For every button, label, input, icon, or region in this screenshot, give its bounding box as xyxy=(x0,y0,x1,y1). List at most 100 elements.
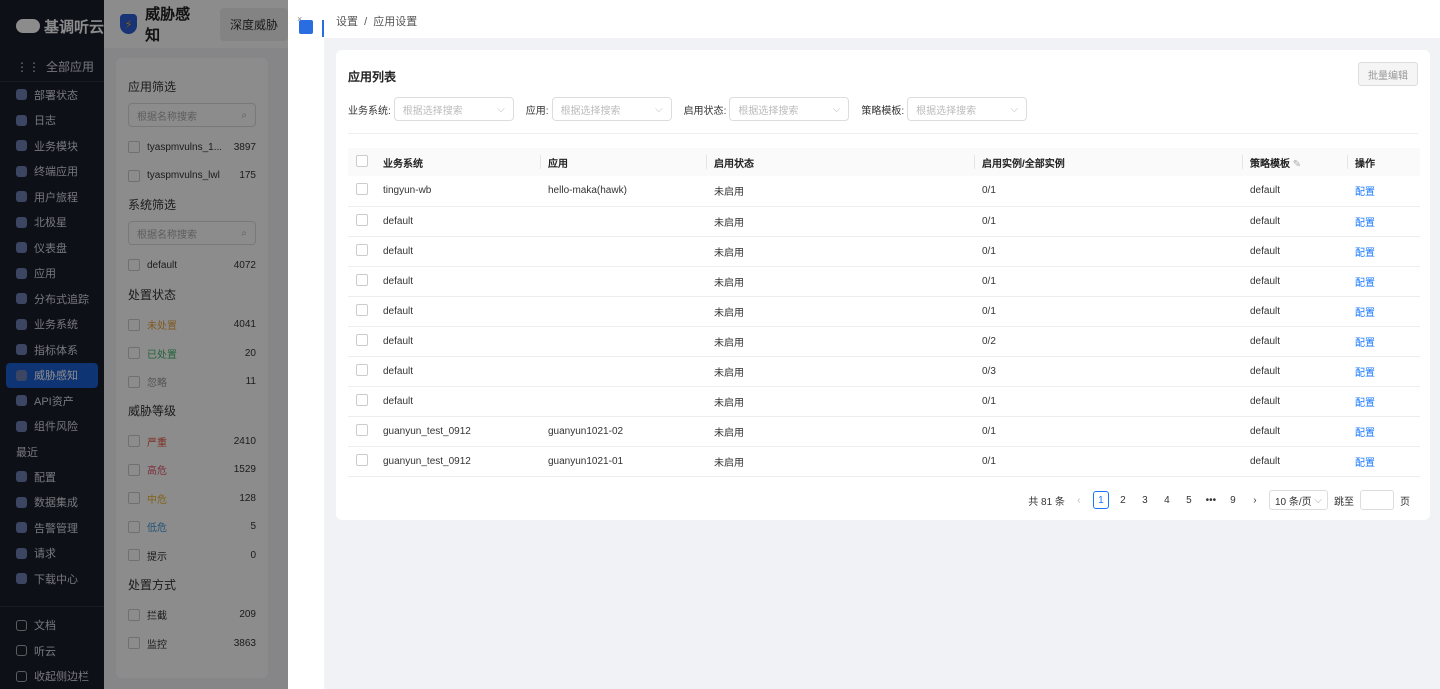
sidebar-bottom-item[interactable]: 听云 xyxy=(0,638,104,664)
next-page-icon[interactable]: › xyxy=(1253,494,1257,506)
checkbox[interactable] xyxy=(128,169,140,182)
table-cell: default xyxy=(375,356,540,387)
configure-link[interactable]: 配置 xyxy=(1355,247,1375,259)
filter-select[interactable]: 根据选择搜索 ⌵ xyxy=(907,97,1028,121)
checkbox[interactable] xyxy=(128,549,140,562)
filter-select[interactable]: 根据选择搜索 ⌵ xyxy=(729,97,850,121)
sidebar-item-label: 分布式追踪 xyxy=(34,293,89,306)
configure-link[interactable]: 配置 xyxy=(1355,457,1375,469)
page-button[interactable]: 3 xyxy=(1142,494,1148,506)
sidebar-bottom-item[interactable]: 文档 xyxy=(0,613,104,639)
sidebar-bottom-item[interactable]: 收起侧边栏 xyxy=(0,664,104,689)
checkbox[interactable] xyxy=(128,347,140,360)
close-icon[interactable]: × xyxy=(297,14,303,24)
filter-option[interactable]: tyaspmvulns_1... 3897 xyxy=(128,133,256,162)
sidebar-item[interactable]: 威胁感知 xyxy=(6,362,98,388)
row-checkbox[interactable] xyxy=(356,393,368,406)
configure-link[interactable]: 配置 xyxy=(1355,427,1375,439)
row-checkbox[interactable] xyxy=(356,333,368,346)
row-checkbox[interactable] xyxy=(356,363,368,376)
configure-link[interactable]: 配置 xyxy=(1355,277,1375,289)
recent-item[interactable]: 告警管理 xyxy=(0,515,104,541)
sidebar-item[interactable]: 分布式追踪 xyxy=(0,286,104,312)
recent-item[interactable]: 请求 xyxy=(0,541,104,567)
table-row: default 未启用 0/1 default 配置 xyxy=(348,386,1420,417)
sidebar-item[interactable]: 部署状态 xyxy=(0,82,104,108)
row-checkbox[interactable] xyxy=(356,273,368,286)
page-button[interactable]: ••• xyxy=(1205,494,1217,506)
checkbox[interactable] xyxy=(128,520,140,533)
sidebar-item[interactable]: API资产 xyxy=(0,388,104,414)
select-all-checkbox[interactable] xyxy=(356,154,368,167)
checkbox[interactable] xyxy=(128,435,140,448)
edit-icon[interactable]: ✎ xyxy=(1292,158,1302,170)
prev-page-icon[interactable]: ‹ xyxy=(1077,494,1081,506)
row-checkbox[interactable] xyxy=(356,213,368,226)
page-button[interactable]: 5 xyxy=(1186,494,1192,506)
all-apps-button[interactable]: ⋮⋮ 全部应用 xyxy=(0,52,104,82)
app_filter-search[interactable]: 根据名称搜索 ⌕ xyxy=(128,103,256,127)
page-button[interactable]: 4 xyxy=(1164,494,1170,506)
filter-option[interactable]: 高危 1529 xyxy=(128,456,256,485)
sidebar-item[interactable]: 应用 xyxy=(0,261,104,287)
configure-link[interactable]: 配置 xyxy=(1355,217,1375,229)
breadcrumb-settings[interactable]: 设置 xyxy=(336,16,358,28)
checkbox[interactable] xyxy=(128,259,140,272)
filter-option[interactable]: 拦截 209 xyxy=(128,601,256,630)
checkbox[interactable] xyxy=(128,463,140,476)
row-checkbox[interactable] xyxy=(356,183,368,196)
sidebar-item[interactable]: 北极星 xyxy=(0,210,104,236)
filter-option[interactable]: 严重 2410 xyxy=(128,427,256,456)
filter-option[interactable]: 低危 5 xyxy=(128,513,256,542)
row-checkbox[interactable] xyxy=(356,423,368,436)
sidebar-item[interactable]: 用户旅程 xyxy=(0,184,104,210)
page-button[interactable]: 2 xyxy=(1120,494,1126,506)
checkbox[interactable] xyxy=(128,608,140,621)
sidebar-item[interactable]: 组件风险 xyxy=(0,414,104,440)
checkbox[interactable] xyxy=(128,375,140,388)
row-checkbox[interactable] xyxy=(356,303,368,316)
page-button[interactable]: 1 xyxy=(1092,491,1109,509)
chevron-down-icon: ⌵ xyxy=(1314,494,1322,506)
sidebar-item[interactable]: 日志 xyxy=(0,108,104,134)
row-checkbox[interactable] xyxy=(356,453,368,466)
sys_filter-search[interactable]: 根据名称搜索 ⌕ xyxy=(128,221,256,245)
sidebar-item[interactable]: 指标体系 xyxy=(0,337,104,363)
row-checkbox[interactable] xyxy=(356,243,368,256)
configure-link[interactable]: 配置 xyxy=(1355,187,1375,199)
table-cell xyxy=(540,386,706,417)
filter-option[interactable]: 中危 128 xyxy=(128,484,256,513)
configure-link[interactable]: 配置 xyxy=(1355,337,1375,349)
configure-link[interactable]: 配置 xyxy=(1355,367,1375,379)
recent-item[interactable]: 数据集成 xyxy=(0,490,104,516)
recent-item[interactable]: 下载中心 xyxy=(0,566,104,592)
tab-deep-threat[interactable]: 深度威胁 xyxy=(219,7,288,41)
sidebar-item[interactable]: 业务模块 xyxy=(0,133,104,159)
batch-edit-button[interactable]: 批量编辑 xyxy=(1358,62,1418,86)
filter-option[interactable]: 监控 3863 xyxy=(128,629,256,658)
checkbox[interactable] xyxy=(128,637,140,650)
checkbox[interactable] xyxy=(128,318,140,331)
checkbox[interactable] xyxy=(128,141,140,154)
page-size-select[interactable]: 10 条/页 ⌵ xyxy=(1268,490,1328,510)
configure-link[interactable]: 配置 xyxy=(1355,307,1375,319)
filter-option[interactable]: default 4072 xyxy=(128,251,256,280)
filter-option[interactable]: 提示 0 xyxy=(128,541,256,570)
drawer-mask[interactable] xyxy=(0,0,288,689)
search-icon[interactable]: ⌕ xyxy=(241,109,247,121)
page-button[interactable]: 9 xyxy=(1230,494,1236,506)
checkbox[interactable] xyxy=(128,492,140,505)
filter-option[interactable]: 忽略 11 xyxy=(128,368,256,397)
filter-select[interactable]: 根据选择搜索 ⌵ xyxy=(393,97,514,121)
sidebar-item[interactable]: 业务系统 xyxy=(0,312,104,338)
filter-option[interactable]: 未处置 4041 xyxy=(128,311,256,340)
recent-item[interactable]: 配置 xyxy=(0,464,104,490)
sidebar-item[interactable]: 终端应用 xyxy=(0,159,104,185)
filter-select[interactable]: 根据选择搜索 ⌵ xyxy=(551,97,672,121)
sidebar-item[interactable]: 仪表盘 xyxy=(0,235,104,261)
jump-page-input[interactable] xyxy=(1360,490,1394,510)
configure-link[interactable]: 配置 xyxy=(1355,397,1375,409)
filter-option[interactable]: tyaspmvulns_lwl 175 xyxy=(128,162,256,191)
filter-option[interactable]: 已处置 20 xyxy=(128,339,256,368)
search-icon[interactable]: ⌕ xyxy=(241,227,247,239)
